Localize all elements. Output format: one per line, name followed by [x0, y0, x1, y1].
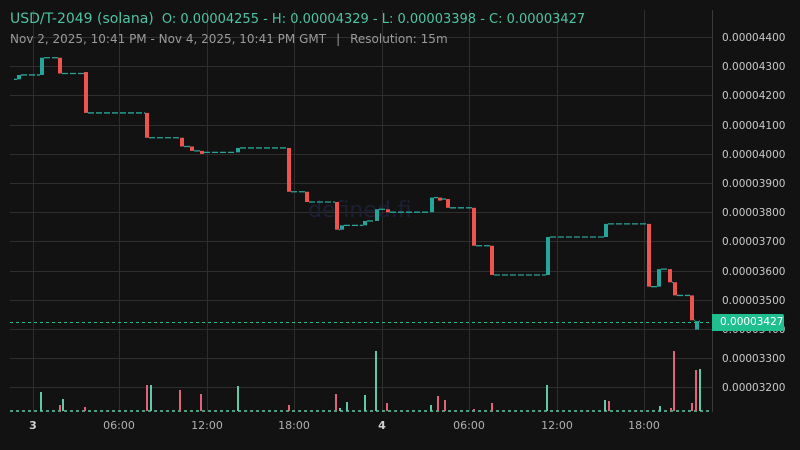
candle	[375, 209, 379, 221]
volume-bar	[375, 351, 377, 411]
candle	[695, 321, 699, 330]
volume-bar	[150, 385, 152, 411]
candle	[335, 201, 339, 230]
candle	[647, 223, 651, 287]
volume-bar	[146, 385, 148, 411]
volume-bar	[695, 370, 697, 411]
price-tick-label: 0.00003300	[722, 352, 786, 365]
volume-bar	[62, 399, 64, 411]
candle	[180, 137, 184, 147]
volume-bars	[10, 351, 712, 412]
watermark: defined.fi	[308, 198, 412, 223]
volume-bar	[473, 409, 475, 411]
volume-bar	[604, 400, 606, 411]
date-range: Nov 2, 2025, 10:41 PM - Nov 4, 2025, 10:…	[10, 32, 327, 46]
price-tick-label: 0.00004100	[722, 119, 786, 132]
time-tick-label: 18:00	[278, 419, 310, 432]
price-tick-label: 0.00003800	[722, 206, 786, 219]
volume-bar	[691, 403, 693, 411]
volume-bar	[546, 385, 548, 411]
volume-bar	[608, 401, 610, 411]
time-tick-label: 18:00	[628, 419, 660, 432]
candle	[438, 197, 442, 201]
volume-bar	[659, 406, 661, 411]
candle	[84, 72, 88, 113]
volume-bar	[339, 408, 341, 411]
candle	[546, 237, 550, 275]
time-tick-label: 4	[378, 419, 386, 432]
candle	[673, 282, 677, 296]
candle	[604, 223, 608, 238]
candle	[236, 147, 240, 153]
volume-bar	[491, 403, 493, 411]
price-tick-label: 0.00004300	[722, 60, 786, 73]
volume-bar	[179, 390, 181, 411]
volume-bar	[386, 403, 388, 411]
gridlines	[10, 10, 712, 412]
candle	[305, 191, 309, 202]
price-tick-label: 0.00004000	[722, 148, 786, 161]
volume-bar	[200, 394, 202, 411]
candle	[446, 199, 450, 208]
volume-bar	[335, 394, 337, 411]
time-tick-label: 06:00	[453, 419, 485, 432]
volume-bar	[237, 386, 239, 411]
subtitle-row: Nov 2, 2025, 10:41 PM - Nov 4, 2025, 10:…	[10, 32, 585, 46]
candle	[386, 209, 390, 213]
volume-bar	[59, 405, 61, 411]
candle	[200, 150, 204, 154]
title-row: USD/T-2049 (solana) O: 0.00004255 - H: 0…	[10, 11, 585, 27]
price-tick-label: 0.00004400	[722, 31, 786, 44]
ohlc-values: O: 0.00004255 - H: 0.00004329 - L: 0.000…	[161, 12, 586, 27]
time-tick-label: 3	[29, 419, 37, 432]
price-tick-label: 0.00003700	[722, 235, 786, 248]
candle	[690, 295, 694, 321]
candle	[490, 245, 494, 275]
candle	[190, 146, 194, 151]
current-price-tag: 0.00003427	[712, 314, 784, 331]
candle	[287, 147, 291, 192]
volume-bar	[40, 392, 42, 411]
candle	[40, 57, 44, 75]
price-series	[14, 57, 700, 330]
candle	[472, 207, 476, 246]
volume-bar	[699, 369, 701, 411]
symbol-label: USD/T-2049 (solana)	[10, 11, 154, 27]
separator: |	[336, 32, 341, 46]
volume-bar	[437, 396, 439, 411]
candle	[430, 197, 434, 213]
volume-bar	[84, 407, 86, 411]
volume-bar	[670, 408, 672, 411]
time-tick-label: 06:00	[103, 419, 135, 432]
candle	[657, 269, 661, 287]
price-tick-label: 0.00004200	[722, 89, 786, 102]
price-tick-label: 0.00003200	[722, 381, 786, 394]
candle	[58, 57, 62, 74]
time-tick-label: 12:00	[541, 419, 573, 432]
candle	[145, 112, 149, 138]
candle	[363, 220, 367, 226]
price-tick-label: 0.00003600	[722, 265, 786, 278]
resolution-label: Resolution: 15m	[350, 32, 448, 46]
volume-bar	[444, 400, 446, 411]
price-tick-label: 0.00003500	[722, 294, 786, 307]
candle	[17, 74, 21, 80]
volume-bar	[364, 395, 366, 411]
chart-header: USD/T-2049 (solana) O: 0.00004255 - H: 0…	[10, 11, 585, 46]
candle	[340, 225, 344, 230]
candle	[668, 269, 672, 283]
volume-bar	[288, 405, 290, 411]
volume-bar	[673, 351, 675, 411]
volume-bar	[346, 402, 348, 411]
volume-bar	[430, 405, 432, 411]
price-tick-label: 0.00003900	[722, 177, 786, 190]
time-tick-label: 12:00	[191, 419, 223, 432]
